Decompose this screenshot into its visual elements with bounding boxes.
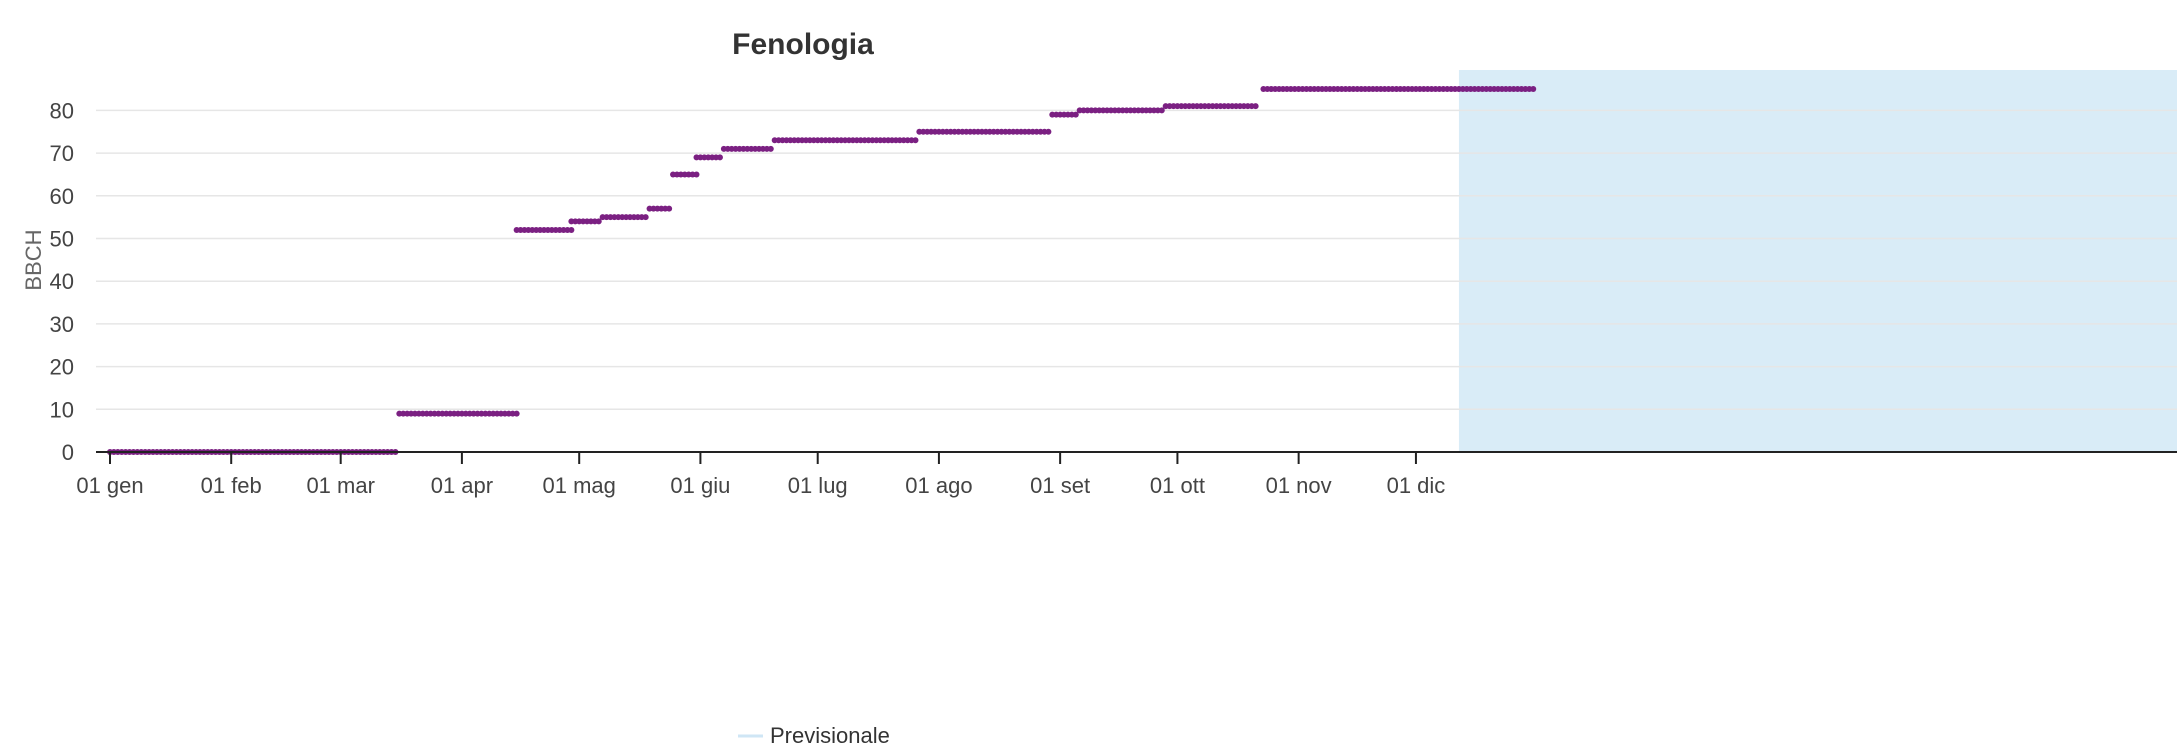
x-tick-label: 01 feb <box>201 473 262 498</box>
gridlines <box>96 109 2177 411</box>
data-point[interactable] <box>1158 107 1165 114</box>
chart-title: Fenologia <box>732 28 874 61</box>
data-point[interactable] <box>666 205 673 212</box>
data-point[interactable] <box>693 171 700 178</box>
data-point[interactable] <box>1530 86 1537 93</box>
y-tick-label: 60 <box>50 184 74 209</box>
data-point[interactable] <box>568 226 575 233</box>
series-points[interactable] <box>107 86 1537 455</box>
x-tick-label: 01 nov <box>1266 473 1332 498</box>
x-tick-label: 01 lug <box>788 473 848 498</box>
data-point[interactable] <box>1045 128 1052 135</box>
x-tick-label: 01 gen <box>76 473 143 498</box>
y-tick-label: 80 <box>50 98 74 123</box>
x-tick-label: 01 mag <box>543 473 616 498</box>
y-tick-label: 30 <box>50 312 74 337</box>
x-tick-label: 01 giu <box>670 473 730 498</box>
y-tick-label: 50 <box>50 227 74 252</box>
data-point[interactable] <box>1072 111 1079 118</box>
y-tick-label: 10 <box>50 397 74 422</box>
y-tick-label: 0 <box>62 440 74 465</box>
x-axis-ticks: 01 gen 01 feb 01 mar 01 apr 01 mag 01 giu 01 l… <box>76 452 1445 498</box>
data-point[interactable] <box>716 154 723 161</box>
data-point[interactable] <box>595 218 602 225</box>
forecast-band <box>1458 70 2177 452</box>
data-point[interactable] <box>767 145 774 152</box>
y-tick-label: 70 <box>50 141 74 166</box>
x-tick-label: 01 set <box>1030 473 1090 498</box>
y-axis-title: BBCH <box>21 229 46 290</box>
y-tick-label: 20 <box>50 355 74 380</box>
x-tick-label: 01 dic <box>1387 473 1446 498</box>
x-tick-label: 01 mar <box>306 473 374 498</box>
legend[interactable]: Previsionale <box>738 723 890 748</box>
x-tick-label: 01 ott <box>1150 473 1205 498</box>
data-point[interactable] <box>513 410 520 417</box>
y-axis-ticks: 0 10 20 30 40 50 60 70 80 <box>50 98 74 465</box>
data-point[interactable] <box>912 137 919 144</box>
x-tick-label: 01 ago <box>905 473 972 498</box>
data-point[interactable] <box>642 214 649 221</box>
data-point[interactable] <box>1252 103 1259 110</box>
x-tick-label: 01 apr <box>431 473 493 498</box>
y-tick-label: 40 <box>50 269 74 294</box>
legend-label-previsionale[interactable]: Previsionale <box>770 723 890 748</box>
